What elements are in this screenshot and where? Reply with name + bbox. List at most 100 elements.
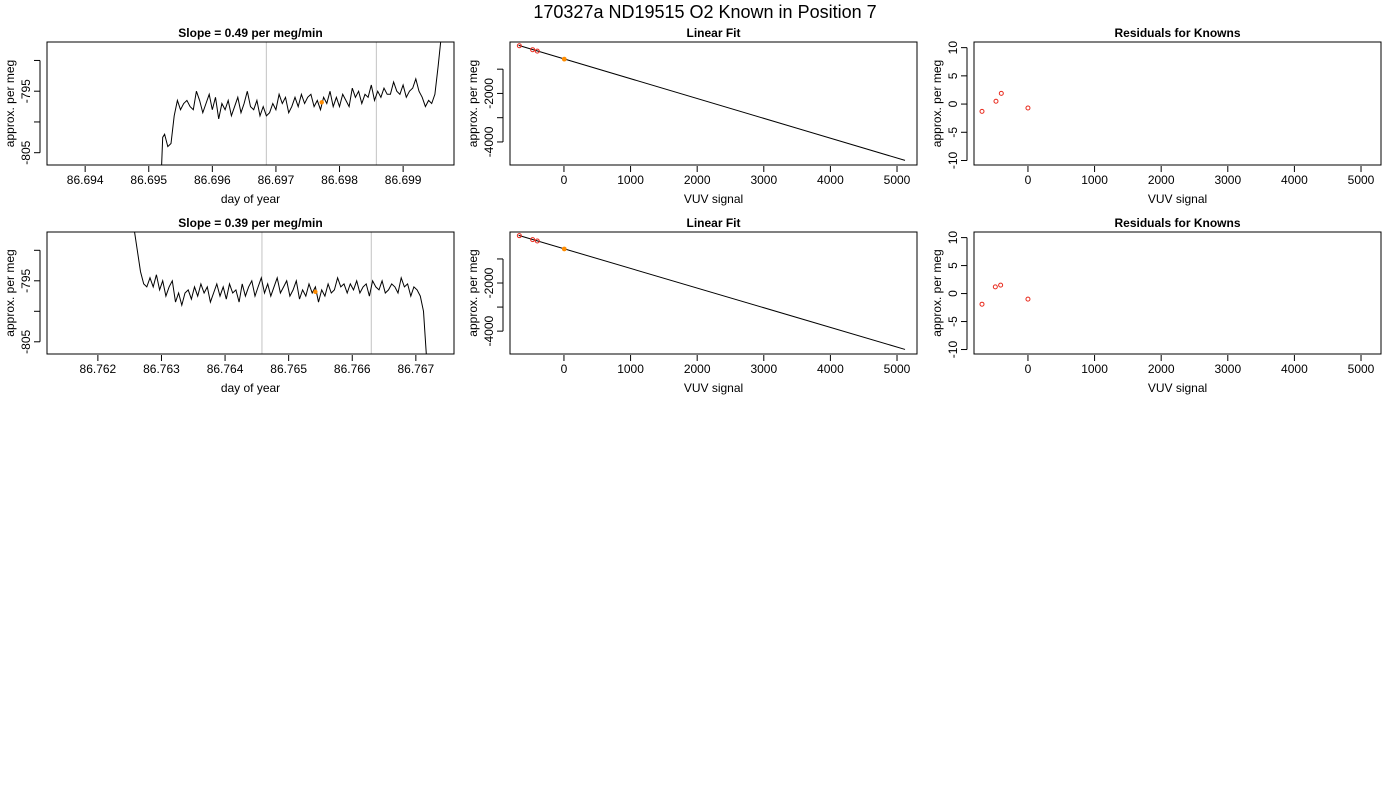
x-tick-label: 86.767 bbox=[397, 362, 434, 376]
y-tick-label: 10 bbox=[946, 231, 960, 245]
x-tick-label: 86.698 bbox=[321, 173, 358, 187]
plot-area bbox=[516, 43, 906, 161]
x-tick-label: 86.699 bbox=[385, 173, 422, 187]
plot-area bbox=[979, 282, 1031, 307]
x-tick-label: 1000 bbox=[1081, 173, 1108, 187]
known-point bbox=[516, 233, 522, 239]
panel-resid-row1: Residuals for Knowns 0 1000 2000 3000 4000 500… bbox=[930, 26, 1382, 206]
x-tick-label: 86.695 bbox=[130, 173, 167, 187]
sample-point bbox=[561, 56, 567, 62]
known-point bbox=[993, 98, 999, 104]
panel-title: Residuals for Knowns bbox=[1114, 26, 1240, 40]
x-tick-label: 86.697 bbox=[258, 173, 295, 187]
x-tick-label: 86.763 bbox=[143, 362, 180, 376]
x-tick-label: 1000 bbox=[617, 173, 644, 187]
y-tick-label: -5 bbox=[946, 316, 960, 327]
panel-title: Linear Fit bbox=[686, 216, 740, 230]
sample-marker bbox=[313, 289, 318, 294]
x-tick-label: 1000 bbox=[1081, 362, 1108, 376]
fit-line bbox=[518, 44, 906, 161]
x-tick-label: 1000 bbox=[617, 362, 644, 376]
known-point bbox=[1025, 296, 1031, 302]
x-tick-label: 2000 bbox=[684, 173, 711, 187]
y-tick-label: -2000 bbox=[482, 267, 496, 298]
x-tick-label: 3000 bbox=[750, 362, 777, 376]
x-tick-label: 86.762 bbox=[80, 362, 117, 376]
x-tick-label: 4000 bbox=[817, 362, 844, 376]
x-axis-label: VUV signal bbox=[1148, 381, 1207, 395]
x-tick-label: 2000 bbox=[684, 362, 711, 376]
x-tick-label: 4000 bbox=[817, 173, 844, 187]
x-tick-label: 0 bbox=[561, 362, 568, 376]
known-point bbox=[998, 90, 1004, 96]
panel-resid-row2: Residuals for Knowns 0 1000 2000 3000 4000 500… bbox=[930, 216, 1382, 395]
plot-area bbox=[134, 232, 427, 354]
x-tick-label: 5000 bbox=[884, 362, 911, 376]
known-point bbox=[992, 284, 998, 290]
known-point bbox=[1025, 105, 1031, 111]
y-tick-label: -4000 bbox=[482, 315, 496, 346]
plot-frame bbox=[973, 41, 1382, 166]
panel-title: Linear Fit bbox=[686, 26, 740, 40]
panel-title: Residuals for Knowns bbox=[1114, 216, 1240, 230]
known-point bbox=[534, 48, 540, 54]
plot-area bbox=[161, 42, 442, 165]
panel-grid: Slope = 0.49 per meg/min 86.694 86.695 86.6… bbox=[3, 26, 1382, 395]
y-axis-label: approx. per meg bbox=[3, 60, 17, 147]
panel-title: Slope = 0.49 per meg/min bbox=[178, 26, 322, 40]
known-point bbox=[998, 282, 1004, 288]
x-axis-label: day of year bbox=[221, 192, 280, 206]
x-tick-label: 0 bbox=[1025, 173, 1032, 187]
known-point bbox=[979, 108, 985, 114]
x-axis-label: day of year bbox=[221, 381, 280, 395]
x-tick-label: 0 bbox=[561, 173, 568, 187]
y-tick-label: 5 bbox=[946, 72, 960, 79]
plot-area bbox=[979, 90, 1031, 114]
y-axis-label: approx. per meg bbox=[3, 249, 17, 336]
trace-line bbox=[161, 42, 442, 165]
plot-area bbox=[516, 233, 906, 350]
x-axis-label: VUV signal bbox=[684, 192, 743, 206]
y-tick-label: -805 bbox=[19, 329, 33, 353]
y-tick-label: -805 bbox=[19, 140, 33, 164]
x-tick-label: 86.764 bbox=[207, 362, 244, 376]
panel-trace-row2: Slope = 0.39 per meg/min 86.762 86.763 86.7… bbox=[3, 216, 455, 395]
x-axis-label: VUV signal bbox=[684, 381, 743, 395]
y-tick-label: -795 bbox=[19, 79, 33, 103]
x-tick-label: 3000 bbox=[1214, 362, 1241, 376]
panel-trace-row1: Slope = 0.49 per meg/min 86.694 86.695 86.6… bbox=[3, 26, 455, 206]
y-tick-label: -5 bbox=[946, 127, 960, 138]
panel-fit-row2: Linear Fit 0 1000 2000 3000 4000 5000 VUV signa… bbox=[466, 216, 918, 395]
x-tick-label: 5000 bbox=[884, 173, 911, 187]
y-axis-label: approx. per meg bbox=[466, 60, 480, 147]
x-tick-label: 86.766 bbox=[334, 362, 371, 376]
x-tick-label: 2000 bbox=[1148, 362, 1175, 376]
known-point bbox=[530, 47, 536, 53]
plot-frame bbox=[509, 41, 918, 166]
y-tick-label: -10 bbox=[946, 151, 960, 169]
plot-frame bbox=[46, 41, 455, 166]
x-tick-label: 86.694 bbox=[67, 173, 104, 187]
known-point bbox=[979, 301, 985, 307]
x-axis-label: VUV signal bbox=[1148, 192, 1207, 206]
y-tick-label: -4000 bbox=[482, 126, 496, 157]
y-tick-label: -2000 bbox=[482, 78, 496, 109]
x-tick-label: 86.696 bbox=[194, 173, 231, 187]
y-tick-label: -10 bbox=[946, 341, 960, 359]
panel-fit-row1: Linear Fit 0 1000 2000 3000 4000 5000 VUV signa… bbox=[466, 26, 918, 206]
y-axis-label: approx. per meg bbox=[930, 60, 944, 147]
x-tick-label: 86.765 bbox=[270, 362, 307, 376]
known-point bbox=[534, 238, 540, 244]
x-tick-label: 2000 bbox=[1148, 173, 1175, 187]
page-title: 170327a ND19515 O2 Known in Position 7 bbox=[533, 2, 876, 22]
y-axis-label: approx. per meg bbox=[930, 249, 944, 336]
plot-frame bbox=[973, 231, 1382, 355]
sample-point bbox=[561, 246, 567, 252]
x-tick-label: 4000 bbox=[1281, 173, 1308, 187]
y-tick-label: 0 bbox=[946, 290, 960, 297]
known-point bbox=[516, 43, 522, 49]
sample-marker bbox=[319, 100, 324, 105]
y-tick-label: -795 bbox=[19, 268, 33, 292]
fit-line bbox=[518, 234, 906, 350]
